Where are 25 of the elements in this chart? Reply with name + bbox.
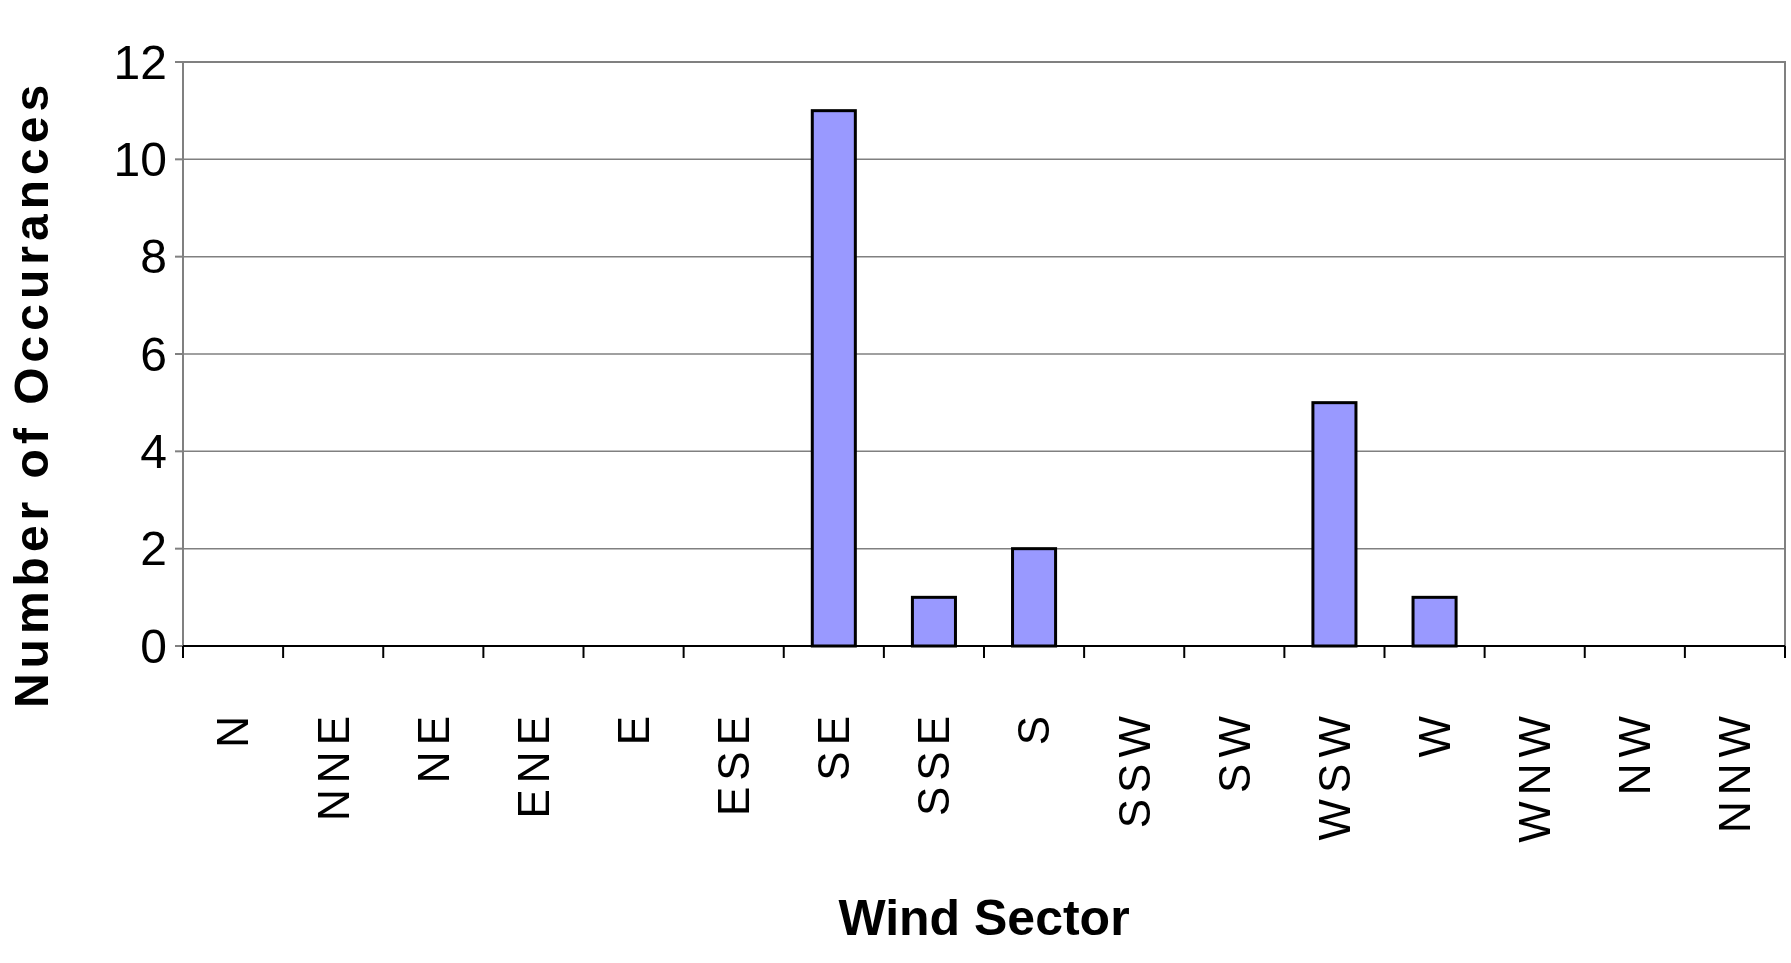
y-tick-label: 0 <box>140 619 167 673</box>
y-tick-label: 12 <box>113 35 167 89</box>
x-tick-label: SSW <box>1109 710 1159 829</box>
x-tick-label: N <box>208 710 258 748</box>
y-tick-label: 2 <box>140 522 167 576</box>
y-tick-label: 6 <box>140 327 167 381</box>
y-tick-label: 10 <box>113 133 167 187</box>
x-tick-label: E <box>608 710 658 746</box>
x-tick-label: SSE <box>909 710 959 817</box>
x-tick-label: ENE <box>508 710 558 819</box>
x-tick-label: W <box>1409 710 1459 758</box>
x-tick-label: NW <box>1610 710 1660 796</box>
x-tick-label: SW <box>1209 710 1259 793</box>
x-tick-label: WSW <box>1309 710 1359 841</box>
x-tick-label: ESE <box>709 710 759 817</box>
x-tick-label: S <box>1009 710 1059 746</box>
y-axis-title: Number of Occurances <box>5 79 58 709</box>
x-axis-title: Wind Sector <box>838 890 1130 946</box>
x-tick-label: NNW <box>1710 710 1760 834</box>
x-tick-label: NE <box>408 710 458 784</box>
x-tick-label: SE <box>809 710 859 781</box>
x-tick-label: WNW <box>1510 710 1560 843</box>
x-tick-label: NNE <box>308 710 358 821</box>
y-tick-label: 8 <box>140 230 167 284</box>
y-tick-label: 4 <box>140 425 167 479</box>
